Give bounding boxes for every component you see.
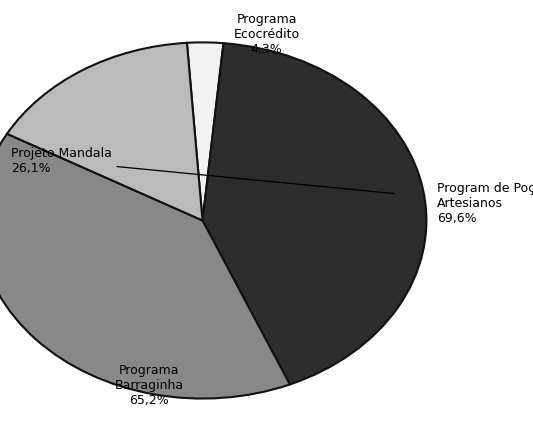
Text: Projeto Mandala
26,1%: Projeto Mandala 26,1% bbox=[11, 147, 394, 193]
Wedge shape bbox=[187, 42, 223, 220]
Text: Programa
Barraginha
65,2%: Programa Barraginha 65,2% bbox=[115, 364, 184, 407]
Text: Program de Poços
Artesianos
69,6%: Program de Poços Artesianos 69,6% bbox=[437, 182, 533, 225]
Wedge shape bbox=[203, 43, 426, 385]
Text: Programa
Ecocrédito
4,3%: Programa Ecocrédito 4,3% bbox=[233, 13, 300, 56]
Wedge shape bbox=[7, 43, 203, 220]
Wedge shape bbox=[0, 134, 290, 399]
